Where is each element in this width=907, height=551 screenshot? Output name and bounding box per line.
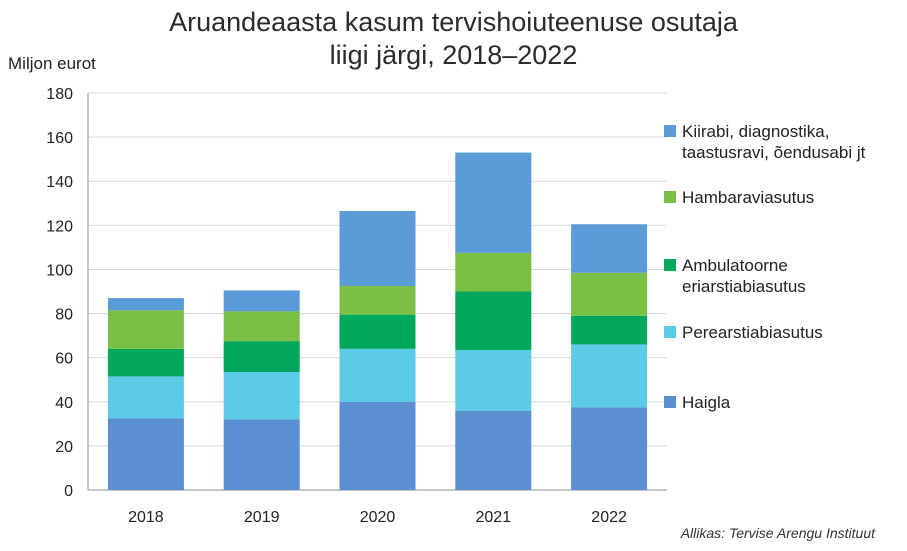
x-tick-label: 2022 — [591, 509, 627, 526]
legend-swatch — [664, 191, 676, 203]
bar-segment-2020-1 — [339, 401, 416, 490]
bar-segment-2021-1 — [455, 410, 532, 490]
y-tick-label: 100 — [46, 262, 73, 279]
legend-swatch — [664, 326, 676, 338]
bar-segment-2018-2 — [107, 376, 184, 419]
bar-segment-2019-3 — [223, 341, 300, 373]
bar-segment-2022-2 — [571, 344, 648, 408]
legend-label: Hambaraviasutus — [682, 187, 904, 208]
y-tick-label: 60 — [55, 351, 73, 368]
legend-label-line: Hambaraviasutus — [682, 188, 815, 207]
bar-segment-2018-4 — [107, 310, 184, 349]
bar-segment-2020-3 — [339, 314, 416, 349]
bar-segment-2022-3 — [571, 315, 648, 345]
y-tick-label: 80 — [55, 307, 73, 324]
x-tick-label: 2021 — [476, 509, 512, 526]
legend-swatch — [664, 125, 676, 137]
x-tick-label: 2018 — [128, 509, 164, 526]
bar-segment-2022-5 — [571, 224, 648, 273]
legend-label: Kiirabi, diagnostika, taastusravi, õendus… — [682, 121, 904, 163]
bar-segment-2019-2 — [223, 372, 300, 420]
y-tick-label: 0 — [64, 483, 73, 500]
y-tick-label: 140 — [46, 174, 73, 191]
legend-label: Haigla — [682, 392, 904, 413]
bar-segment-2018-3 — [107, 348, 184, 377]
legend-swatch — [664, 259, 676, 271]
bar-segment-2019-4 — [223, 311, 300, 342]
bar-segment-2019-1 — [223, 419, 300, 490]
chart-title-line-2: liigi järgi, 2018–2022 — [329, 40, 578, 70]
y-tick-label: 180 — [46, 86, 73, 103]
legend-label-line: Haigla — [682, 393, 731, 412]
x-tick-label: 2020 — [360, 509, 396, 526]
legend-label-line: eriarstiabiasutus — [682, 277, 806, 296]
y-tick-label: 160 — [46, 130, 73, 147]
bar-segment-2022-1 — [571, 407, 648, 490]
source-note: Allikas: Tervise Arengu Instituut — [680, 525, 875, 541]
legend-label-line: Ambulatoorne — [682, 256, 788, 275]
bar-segment-2020-4 — [339, 285, 416, 315]
bar-segment-2022-4 — [571, 272, 648, 316]
legend-label-line: taastusravi, õendusabi jt — [682, 143, 866, 162]
legend-label-line: Kiirabi, diagnostika, — [682, 122, 830, 141]
bar-segment-2021-2 — [455, 349, 532, 411]
legend-label: Ambulatoorne eriarstiabiasutus — [682, 255, 904, 297]
bar-segment-2020-2 — [339, 348, 416, 402]
bar-segment-2021-5 — [455, 152, 532, 253]
bar-segment-2019-5 — [223, 290, 300, 312]
bar-segment-2021-3 — [455, 291, 532, 350]
bar-segment-2018-5 — [107, 298, 184, 311]
y-tick-label: 40 — [55, 395, 73, 412]
legend-label: Perearstiabiasutus — [682, 322, 904, 343]
legend-swatch — [664, 396, 676, 408]
x-tick-label: 2019 — [244, 509, 280, 526]
legend-label-line: Perearstiabiasutus — [682, 323, 823, 342]
y-tick-label: 20 — [55, 439, 73, 456]
chart-title: Aruandeaasta kasum tervishoiuteenuse osu… — [0, 6, 907, 72]
bar-segment-2020-5 — [339, 210, 416, 286]
chart-title-line-1: Aruandeaasta kasum tervishoiuteenuse osu… — [169, 7, 738, 37]
y-tick-label: 120 — [46, 218, 73, 235]
bar-segment-2018-1 — [107, 418, 184, 490]
y-axis-label: Miljon eurot — [8, 54, 96, 73]
bar-segment-2021-4 — [455, 252, 532, 292]
